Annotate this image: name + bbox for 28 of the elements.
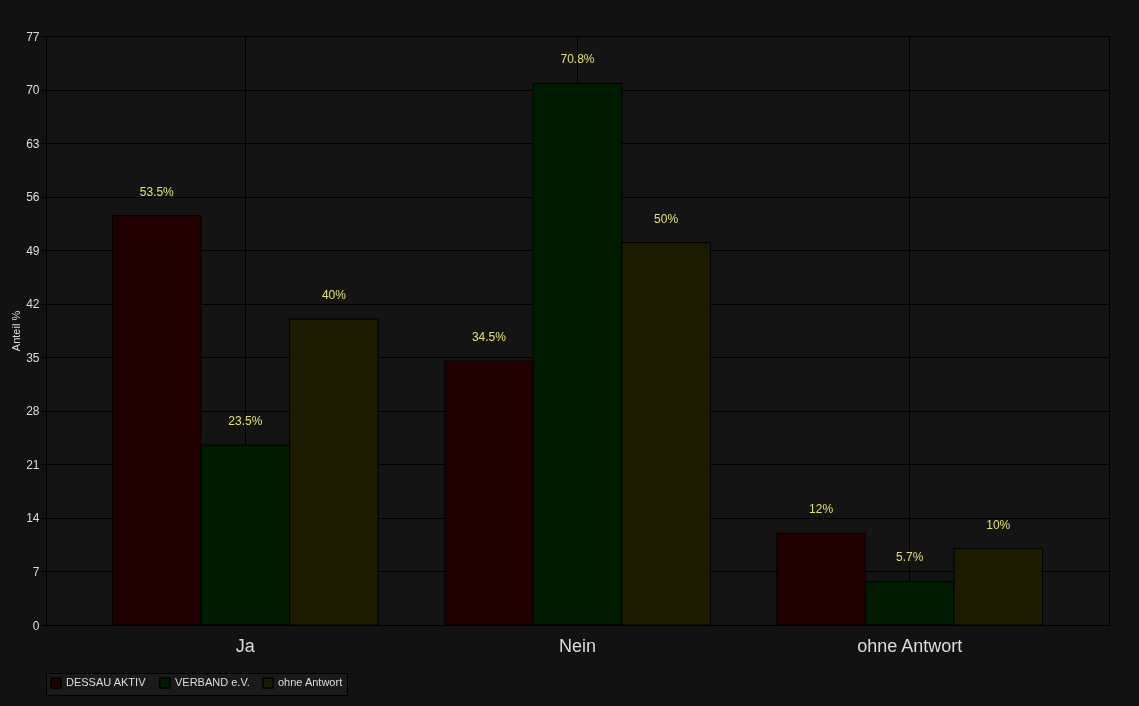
data-label: 70.8% xyxy=(560,52,595,67)
y-tick-label: 21 xyxy=(26,457,40,472)
data-label: 53.5% xyxy=(139,184,175,199)
y-tick-label: 28 xyxy=(26,404,40,419)
y-tick-label: 0 xyxy=(32,618,40,633)
data-label: 10% xyxy=(986,517,1011,532)
y-tick-label: 35 xyxy=(26,350,40,365)
x-tick-label: Nein xyxy=(558,635,597,656)
y-tick-label: 42 xyxy=(26,297,40,312)
data-label: 34.5% xyxy=(471,330,507,345)
data-label: 12% xyxy=(809,502,834,517)
x-tick-label: ohne Antwort xyxy=(857,635,963,656)
y-tick-label: 14 xyxy=(26,511,40,526)
y-tick-label: 7 xyxy=(32,564,40,579)
y-axis-title: Anteil % xyxy=(10,310,23,352)
data-label: 40% xyxy=(321,288,347,303)
data-label: 5.7% xyxy=(896,550,924,565)
data-label: 23.5% xyxy=(228,414,263,429)
y-tick-label: 49 xyxy=(26,243,40,258)
legend-label: DESSAU AKTIV xyxy=(66,676,147,688)
legend-label: ohne Antwort xyxy=(278,676,343,688)
y-tick-label: 77 xyxy=(26,29,40,44)
y-tick-label: 56 xyxy=(26,190,40,205)
y-tick-label: 70 xyxy=(26,83,40,98)
data-label: 50% xyxy=(654,211,679,226)
x-tick-label: Ja xyxy=(235,635,256,656)
legend-label: VERBAND e.V. xyxy=(175,676,250,688)
y-tick-label: 63 xyxy=(26,136,40,151)
